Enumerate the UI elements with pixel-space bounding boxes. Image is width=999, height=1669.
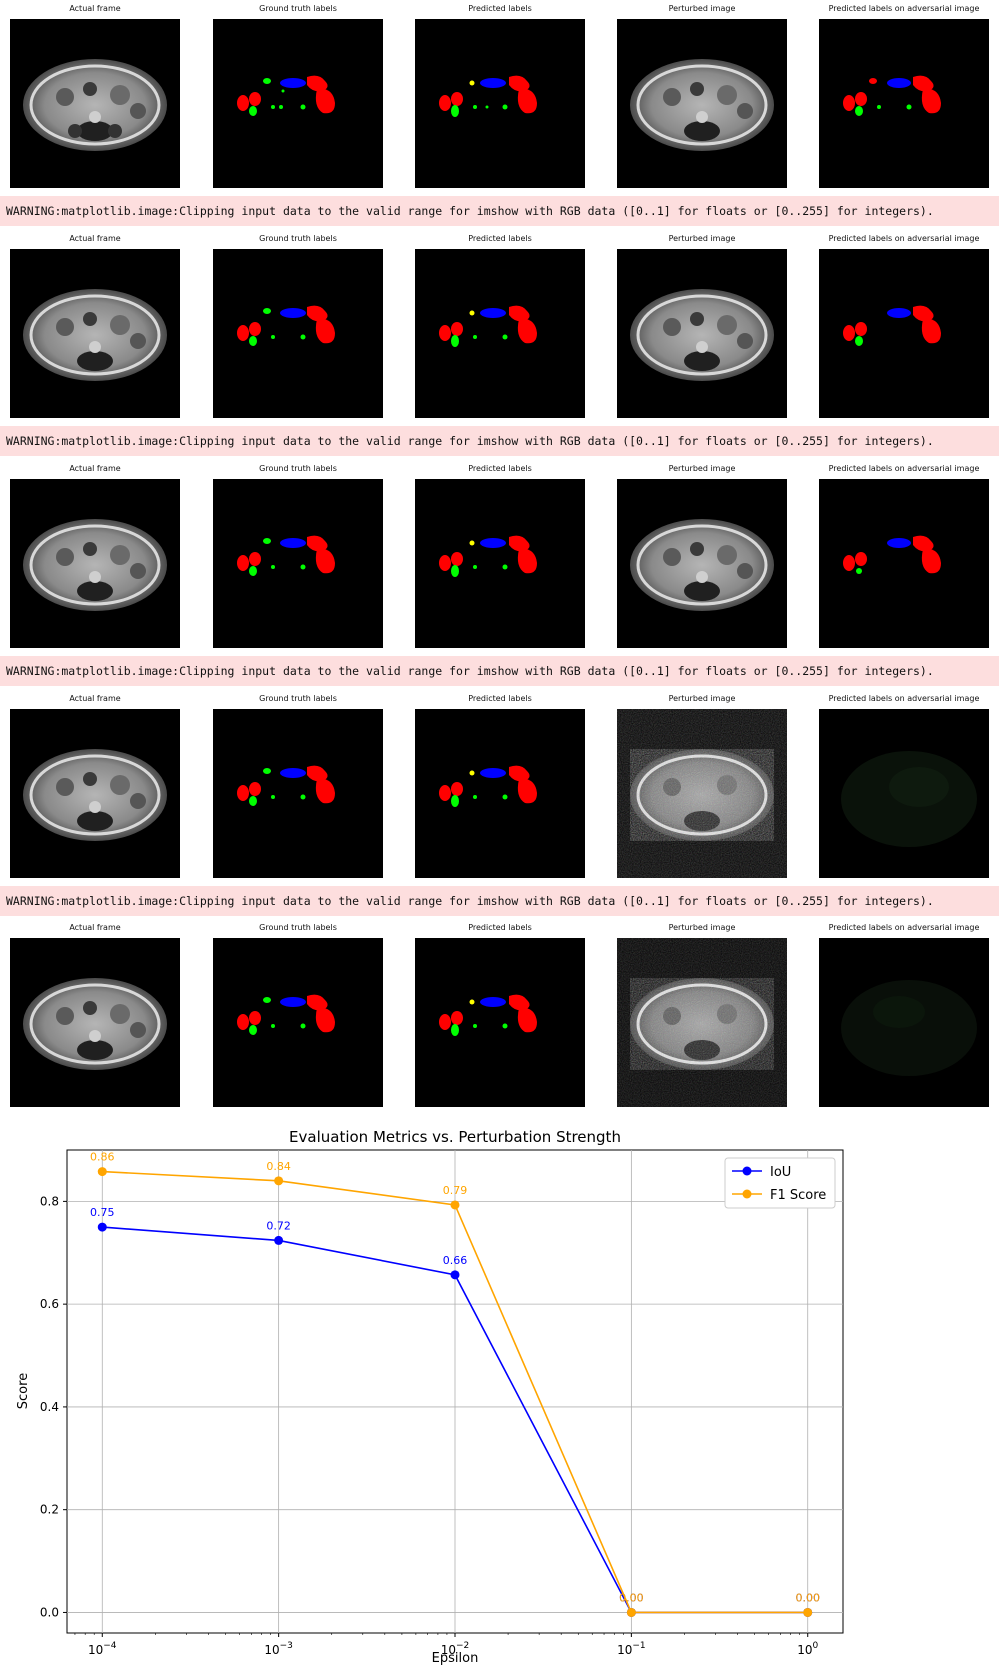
data-label-iou: 0.75 <box>90 1206 115 1219</box>
x-tick-label: 10−3 <box>264 1641 293 1657</box>
panel-title: Perturbed image <box>668 464 736 473</box>
predicted-mask-image <box>415 249 585 418</box>
panel-title: Ground truth labels <box>259 694 337 703</box>
metrics-line-chart: Evaluation Metrics vs. Perturbation Stre… <box>16 1128 844 1666</box>
y-axis-label: Score <box>16 1373 31 1409</box>
panel-title: Predicted labels <box>468 234 532 243</box>
ground-truth-mask-image <box>213 19 383 188</box>
mri-actual-frame-image <box>10 709 180 878</box>
data-point-f1-score <box>803 1607 813 1617</box>
data-label-f1-score: 0.86 <box>90 1151 115 1164</box>
perturbed-noisy-image <box>617 709 787 878</box>
figure-row-3: Actual frame Ground truth labels Predict… <box>0 464 999 654</box>
y-tick-label: 0.0 <box>40 1605 59 1619</box>
x-tick-label: 10−4 <box>88 1641 117 1657</box>
data-point-iou <box>97 1222 107 1232</box>
adversarial-prediction-image <box>819 19 989 188</box>
mri-actual-frame-image <box>10 19 180 188</box>
warning-message: WARNING:matplotlib.image:Clipping input … <box>0 196 999 226</box>
panel-title: Predicted labels on adversarial image <box>828 234 980 243</box>
data-label-iou: 0.66 <box>443 1254 468 1267</box>
data-point-f1-score <box>626 1607 636 1617</box>
data-label-iou: 0.00 <box>619 1591 644 1604</box>
figure-row-4: Actual frame Ground truth labels Predict… <box>0 694 999 884</box>
predicted-mask-image <box>415 938 585 1107</box>
y-tick-label: 0.8 <box>40 1194 59 1208</box>
panel-title: Predicted labels <box>468 694 532 703</box>
data-point-iou <box>274 1235 284 1245</box>
panel-title: Predicted labels on adversarial image <box>828 923 980 932</box>
x-tick-label: 100 <box>797 1641 818 1657</box>
data-point-iou <box>450 1270 460 1280</box>
perturbed-image <box>617 479 787 648</box>
panel-title: Ground truth labels <box>259 234 337 243</box>
grid <box>67 1150 843 1633</box>
mri-actual-frame-image <box>10 479 180 648</box>
data-label-iou: 0.00 <box>795 1591 820 1604</box>
panel-title: Predicted labels on adversarial image <box>828 4 980 13</box>
perturbed-image <box>617 19 787 188</box>
data-label-iou: 0.72 <box>266 1219 291 1232</box>
y-tick-label: 0.4 <box>40 1400 59 1414</box>
y-tick-label: 0.2 <box>40 1503 59 1517</box>
x-tick-label: 10−1 <box>617 1641 646 1657</box>
axis-ticks: 10−4 10−3 10−2 10−1 100 0.0 0.2 0.4 0.6 0.8 <box>40 1194 819 1657</box>
x-axis-label: Epsilon <box>432 1651 479 1666</box>
panel-title: Ground truth labels <box>259 4 337 13</box>
adversarial-prediction-image <box>819 479 989 648</box>
mri-actual-frame-image <box>10 938 180 1107</box>
ground-truth-mask-image <box>213 479 383 648</box>
ground-truth-mask-image <box>213 249 383 418</box>
panel-title: Predicted labels on adversarial image <box>828 694 980 703</box>
panel-title: Perturbed image <box>668 694 736 703</box>
predicted-mask-image <box>415 479 585 648</box>
panel-title: Actual frame <box>69 694 121 703</box>
perturbed-image <box>617 249 787 418</box>
figure-row-1: Actual frame Ground truth labels Predict… <box>0 4 999 194</box>
data-point-f1-score <box>450 1200 460 1210</box>
panel-title: Predicted labels on adversarial image <box>828 464 980 473</box>
figure-row-2: Actual frame Ground truth labels Predict… <box>0 234 999 424</box>
panel-title: Ground truth labels <box>259 923 337 932</box>
perturbed-noisy-image <box>617 938 787 1107</box>
data-label-f1-score: 0.84 <box>266 1160 291 1173</box>
series-layer: 0.750.720.660.00 0.000.860.840.790.00 0.00 <box>90 1151 820 1617</box>
panel-title: Actual frame <box>69 464 121 473</box>
legend-iou-marker <box>742 1166 752 1176</box>
ground-truth-mask-image <box>213 709 383 878</box>
x-tick-label: 10−2 <box>441 1641 470 1657</box>
warning-message: WARNING:matplotlib.image:Clipping input … <box>0 426 999 456</box>
predicted-mask-image <box>415 709 585 878</box>
panel-title: Actual frame <box>69 923 121 932</box>
legend: IoU F1 Score <box>724 1157 836 1209</box>
data-point-f1-score <box>97 1167 107 1177</box>
ground-truth-mask-image <box>213 938 383 1107</box>
data-label-f1-score: 0.00 <box>619 1591 644 1604</box>
data-label-f1-score: 0.00 <box>795 1591 820 1604</box>
panel-title: Predicted labels <box>468 464 532 473</box>
legend-f1-label: F1 Score <box>770 1188 826 1203</box>
chart-title: Evaluation Metrics vs. Perturbation Stre… <box>289 1128 621 1146</box>
panel-title: Predicted labels <box>468 923 532 932</box>
panel-title: Actual frame <box>69 4 121 13</box>
adversarial-prediction-image <box>819 938 989 1107</box>
warning-message: WARNING:matplotlib.image:Clipping input … <box>0 656 999 686</box>
figure-row-5: Actual frame Ground truth labels Predict… <box>0 923 999 1113</box>
panel-title: Ground truth labels <box>259 464 337 473</box>
data-point-f1-score <box>274 1176 284 1186</box>
predicted-mask-image <box>415 19 585 188</box>
legend-iou-label: IoU <box>770 1165 791 1180</box>
warning-message: WARNING:matplotlib.image:Clipping input … <box>0 886 999 916</box>
panel-title: Perturbed image <box>668 234 736 243</box>
panel-title: Predicted labels <box>468 4 532 13</box>
y-tick-label: 0.6 <box>40 1297 59 1311</box>
adversarial-prediction-image <box>819 709 989 878</box>
adversarial-prediction-image <box>819 249 989 418</box>
panel-title: Perturbed image <box>668 4 736 13</box>
panel-title: Perturbed image <box>668 923 736 932</box>
legend-f1-marker <box>742 1189 752 1199</box>
data-label-f1-score: 0.79 <box>443 1184 468 1197</box>
panel-title: Actual frame <box>69 234 121 243</box>
mri-actual-frame-image <box>10 249 180 418</box>
